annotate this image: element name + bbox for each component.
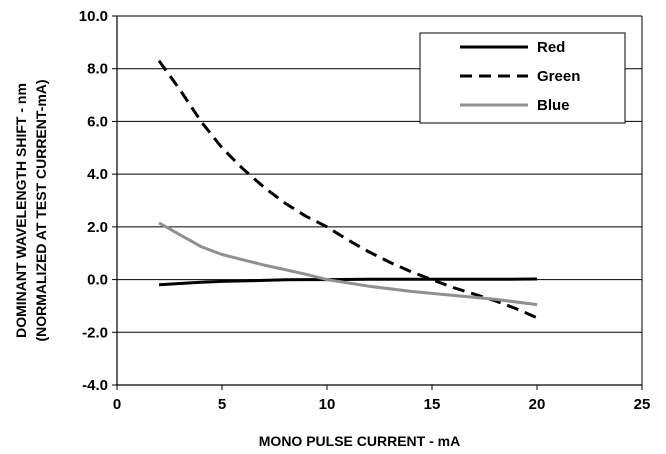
legend-label-green: Green — [537, 68, 580, 85]
y-tick-label: -4.0 — [82, 377, 108, 394]
y-tick-label: -2.0 — [82, 324, 108, 341]
x-tick-label: 20 — [529, 396, 546, 413]
x-tick-label: 10 — [319, 396, 336, 413]
x-axis-title: MONO PULSE CURRENT - mA — [259, 433, 460, 449]
series-lines — [157, 59, 538, 320]
y-tick-label: 8.0 — [87, 61, 108, 78]
series-line-blue — [158, 221, 538, 307]
y-tick-label: 2.0 — [87, 219, 108, 236]
legend-label-blue: Blue — [537, 97, 570, 114]
legend-label-red: Red — [537, 39, 565, 56]
y-tick-labels: 10.0 8.0 6.0 4.0 2.0 0.0 -2.0 -4.0 — [79, 8, 108, 394]
y-axis-title-line-2: (NORMALIZED AT TEST CURRENT-mA) — [33, 79, 49, 341]
y-tick-label: 4.0 — [87, 166, 108, 183]
y-axis-title-line-1: DOMINANT WAVELENGTH SHIFT - nm — [13, 83, 29, 338]
legend: Red Green Blue — [419, 32, 626, 124]
x-tick-label: 15 — [424, 396, 441, 413]
y-tick-label: 10.0 — [79, 8, 108, 25]
x-tick-label: 0 — [113, 396, 121, 413]
x-tick-label: 5 — [218, 396, 226, 413]
series-line-green — [157, 59, 538, 320]
axes — [112, 15, 643, 390]
y-tick-label: 6.0 — [87, 113, 108, 130]
x-tick-labels: 0 5 10 15 20 25 — [113, 396, 651, 413]
y-tick-label: 0.0 — [87, 272, 108, 289]
x-tick-label: 25 — [634, 396, 651, 413]
series-line-red — [158, 277, 538, 287]
